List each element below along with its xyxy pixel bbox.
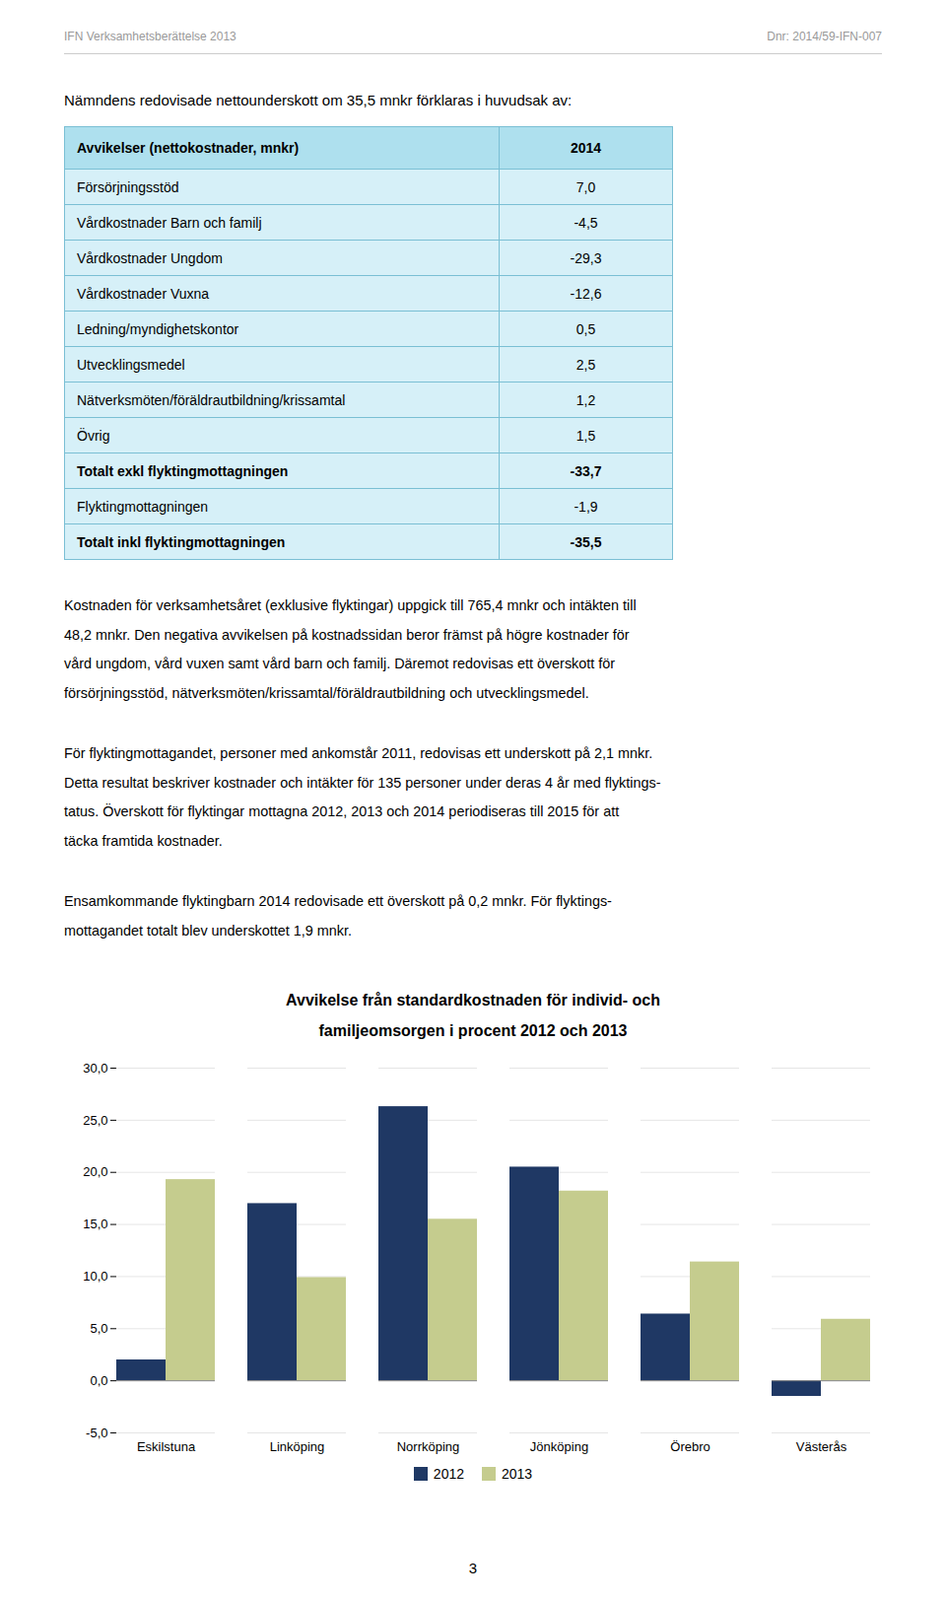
html-text:1,5: 1,5 (576, 427, 596, 443)
html-text:Flyktingmottagningen: Flyktingmottagningen (76, 498, 209, 514)
html-text:3: 3 (468, 1558, 478, 1576)
html-text:-1,9: -1,9 (573, 498, 598, 514)
svg-text:15,0: 15,0 (82, 1216, 108, 1231)
html-text:Vårdkostnader Vuxna: Vårdkostnader Vuxna (76, 285, 210, 302)
html-text:-4,5: -4,5 (573, 214, 598, 231)
svg-text:Norrköping: Norrköping (397, 1438, 461, 1454)
svg-text:Västerås: Västerås (796, 1438, 848, 1454)
svg-text:0,0: 0,0 (89, 1372, 108, 1388)
html-text:2014: 2014 (570, 139, 602, 156)
html-text:Kostnaden för verksamhetsåret: Kostnaden för verksamhetsåret (exklusive… (64, 597, 637, 613)
html-text:Totalt inkl flyktingmottagning: Totalt inkl flyktingmottagningen (76, 533, 286, 550)
html-text:Övrig: Övrig (76, 427, 110, 443)
html-text:mottagandet totalt blev unders: mottagandet totalt blev underskottet 1,9… (64, 921, 352, 938)
html-text:IFN Verksamhetsberättelse 2013: IFN Verksamhetsberättelse 2013 (64, 29, 237, 44)
html-text:7,0: 7,0 (576, 178, 596, 195)
html-text:1,2: 1,2 (576, 391, 596, 408)
html-text:Avvikelser (nettokostnader, mn: Avvikelser (nettokostnader, mnkr) (76, 139, 299, 156)
html-text:Avvikelse från standardkostnad: Avvikelse från standardkostnaden för ind… (285, 991, 661, 1039)
html-text:Försörjningsstöd: Försörjningsstöd (76, 178, 179, 195)
html-text:Nämndens redovisade nettounder: Nämndens redovisade nettounderskott om 3… (64, 91, 572, 109)
svg-text:30,0: 30,0 (82, 1060, 108, 1076)
svg-text:10,0: 10,0 (82, 1268, 108, 1284)
html-text:försörjningsstöd, nätverksmöte: försörjningsstöd, nätverksmöten/krissamt… (64, 684, 589, 701)
html-text:Ledning/myndighetskontor: Ledning/myndighetskontor (76, 320, 239, 337)
html-text:Ensamkommande flyktingbarn 201: Ensamkommande flyktingbarn 2014 redovisa… (64, 892, 612, 909)
html-text:täcka framtida kostnader.: täcka framtida kostnader. (64, 832, 223, 848)
html-text:2012: 2012 (433, 1465, 465, 1482)
html-text:tatus. Överskott för flyktinga: tatus. Överskott för flyktingar mottagna… (64, 803, 620, 819)
html-text:Utvecklingsmedel: Utvecklingsmedel (76, 356, 185, 372)
svg-text:Örebro: Örebro (670, 1438, 710, 1454)
html-text:Vårdkostnader Ungdom: Vårdkostnader Ungdom (76, 249, 223, 266)
html-text:-33,7: -33,7 (570, 462, 602, 479)
html-text:2013: 2013 (501, 1465, 533, 1482)
svg-text:-5,0: -5,0 (85, 1424, 108, 1440)
html-text:-29,3: -29,3 (570, 249, 602, 266)
svg-text:Linköping: Linköping (270, 1438, 326, 1454)
html-text:Vårdkostnader Barn och familj: Vårdkostnader Barn och familj (76, 214, 262, 231)
svg-text:5,0: 5,0 (89, 1320, 108, 1336)
html-text:vård ungdom, vård vuxen samt v: vård ungdom, vård vuxen samt vård barn o… (64, 655, 615, 672)
html-text:Detta resultat beskriver kostn: Detta resultat beskriver kostnader och i… (64, 774, 661, 790)
html-text:Nätverksmöten/föräldrautbildni: Nätverksmöten/föräldrautbildning/krissam… (76, 391, 346, 408)
html-text:Totalt exkl flyktingmottagning: Totalt exkl flyktingmottagningen (76, 462, 289, 479)
html-text:Dnr: 2014/59-IFN-007: Dnr: 2014/59-IFN-007 (766, 29, 882, 44)
html-text:0,5: 0,5 (576, 320, 596, 337)
svg-text:20,0: 20,0 (82, 1163, 108, 1179)
svg-text:Jönköping: Jönköping (530, 1438, 589, 1454)
html-text:2,5: 2,5 (576, 356, 596, 372)
svg-text:Eskilstuna: Eskilstuna (136, 1438, 197, 1454)
html-text:-35,5: -35,5 (570, 533, 602, 550)
html-text:48,2 mnkr. Den negativa avvike: 48,2 mnkr. Den negativa avvikelsen på ko… (64, 626, 630, 642)
html-text:För flyktingmottagandet, perso: För flyktingmottagandet, personer med an… (64, 744, 653, 761)
svg-text:25,0: 25,0 (82, 1112, 108, 1128)
html-text:-12,6: -12,6 (570, 285, 602, 302)
